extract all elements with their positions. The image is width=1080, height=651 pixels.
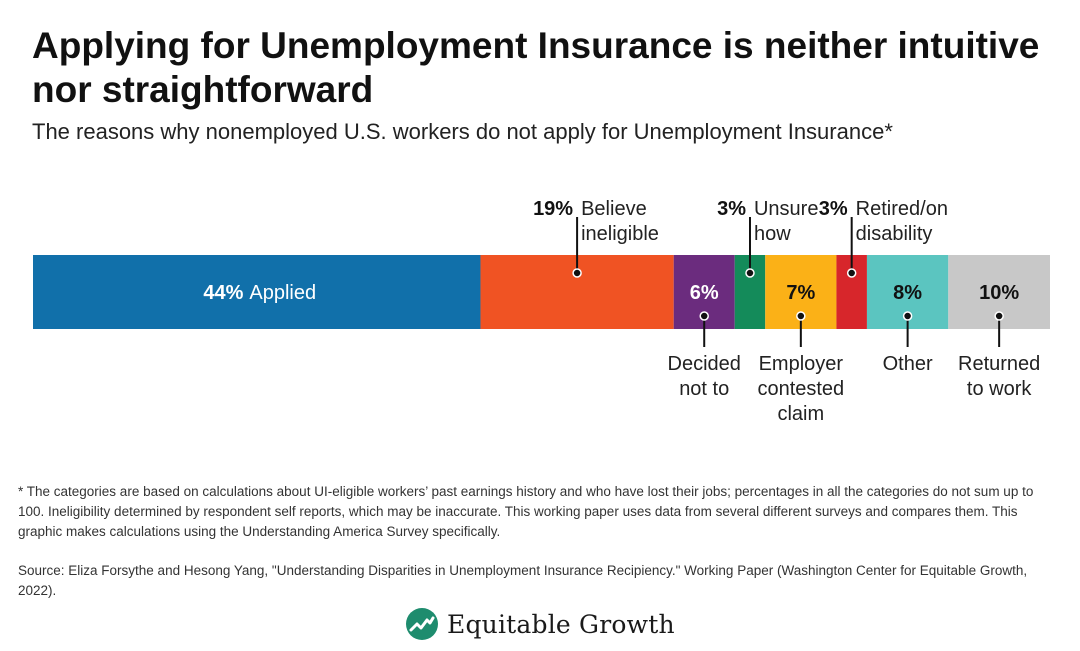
source-note: Source: Eliza Forsythe and Hesong Yang, … — [18, 563, 1028, 598]
data-label-applied: 44% — [203, 282, 243, 304]
data-label-employer-contested-claim: 7% — [786, 282, 815, 304]
leader-dot-employer-contested-claim — [796, 311, 806, 321]
brand-name: Equitable Growth — [447, 609, 675, 639]
leader-dot-believe-ineligible — [572, 268, 582, 278]
category-label-decided-not-to: Decided not to — [668, 353, 741, 400]
category-label-applied: Applied — [249, 282, 316, 304]
brand: Equitable Growth — [405, 604, 675, 644]
footnote: * The categories are based on calculatio… — [18, 484, 1034, 539]
leader-dot-retired-on-disability — [846, 268, 857, 278]
data-label-retired-on-disability: 3% — [819, 198, 848, 220]
data-label-other: 8% — [893, 282, 922, 304]
category-label-returned-to-work: Returned to work — [958, 353, 1040, 400]
leader-dot-decided-not-to — [699, 311, 709, 321]
leader-dot-unsure-how — [745, 268, 755, 278]
chart-title: Applying for Unemployment Insurance is n… — [32, 25, 1040, 110]
chart-subtitle: The reasons why nonemployed U.S. workers… — [32, 119, 893, 144]
data-label-believe-ineligible: 19% — [533, 198, 573, 220]
category-label-retired-on-disability: Retired/on disability — [856, 198, 948, 245]
category-label-unsure-how: Unsure how — [754, 198, 818, 245]
equitable-growth-logo-icon — [406, 608, 438, 640]
leader-dot-other — [902, 311, 913, 321]
stacked-bar-chart: 44% Applied 19% Believe ineligible 6% Decided n… — [33, 198, 1050, 425]
category-label-employer-contested-claim: Employer contested claim — [757, 353, 844, 425]
data-label-decided-not-to: 6% — [690, 282, 719, 304]
category-label-believe-ineligible: Believe ineligible — [581, 198, 659, 245]
leader-dot-returned-to-work — [994, 311, 1004, 321]
data-label-returned-to-work: 10% — [979, 282, 1019, 304]
bar-segment-applied — [33, 255, 481, 329]
data-label-unsure-how: 3% — [717, 198, 746, 220]
category-label-other: Other — [883, 353, 933, 375]
